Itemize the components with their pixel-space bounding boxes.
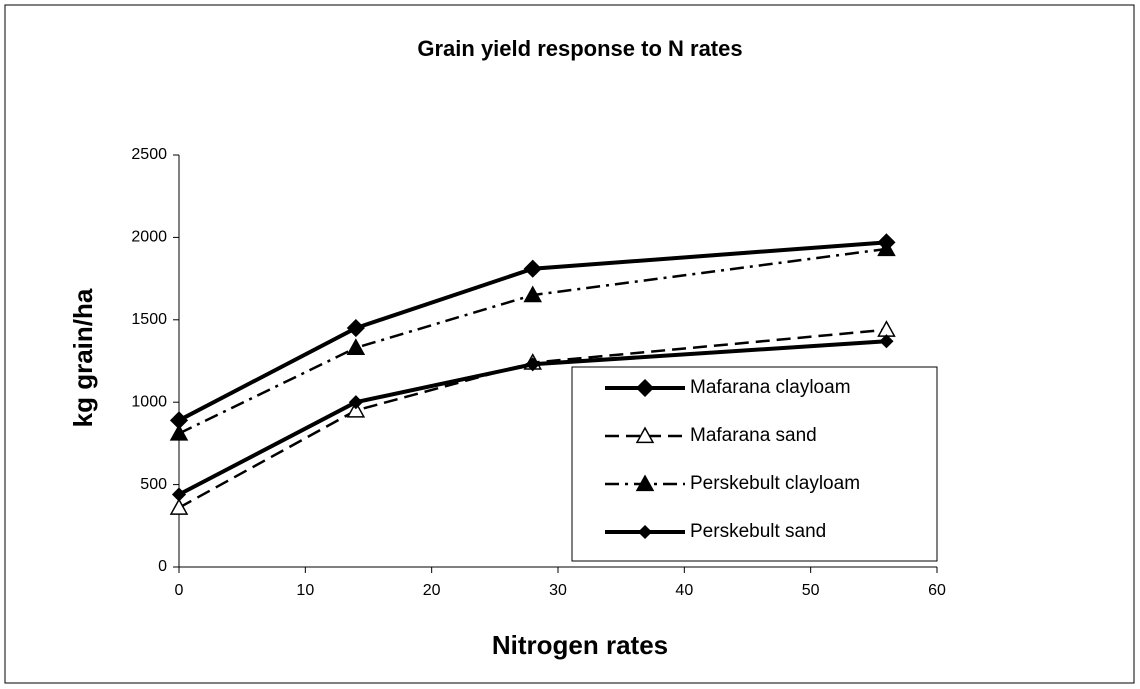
x-tick-label: 40 [675,582,693,599]
marker [523,285,543,303]
marker [877,239,896,257]
y-tick-label: 2500 [131,146,167,163]
legend-marker [635,378,655,398]
marker [348,395,363,410]
y-tick-label: 500 [140,476,167,493]
y-tick-label: 1500 [131,311,167,328]
series-line [178,247,887,435]
y-axis-label: kg grain/ha [68,288,98,427]
marker [169,423,189,441]
legend-label: Mafarana clayloam [690,377,851,398]
series-line [178,339,887,497]
legend-marker [637,524,653,540]
x-axis-label: Nitrogen rates [492,630,668,660]
marker [346,338,366,355]
x-tick-label: 20 [423,582,441,599]
chart-title: Grain yield response to N rates [417,36,742,61]
x-tick-label: 10 [296,582,314,599]
x-tick-label: 60 [928,582,946,599]
legend-marker [635,426,655,444]
y-tick-label: 1000 [131,393,167,410]
x-tick-label: 0 [175,582,184,599]
legend-marker [635,474,655,492]
marker [525,357,540,372]
legend-label: Perskebult clayloam [690,473,860,494]
marker [171,487,187,502]
legend-box [571,366,938,562]
marker [523,259,542,278]
y-tick-label: 2000 [131,229,167,246]
chart-border [4,4,1135,684]
y-tick-label: 0 [158,558,167,575]
x-tick-label: 30 [549,582,567,599]
marker [346,400,366,418]
legend-label: Perskebult sand [690,521,826,542]
marker [879,334,894,349]
x-tick-label: 50 [802,582,820,599]
marker [346,318,365,338]
legend-label: Mafarana sand [690,425,817,446]
marker [169,498,189,515]
series-line [178,240,887,423]
